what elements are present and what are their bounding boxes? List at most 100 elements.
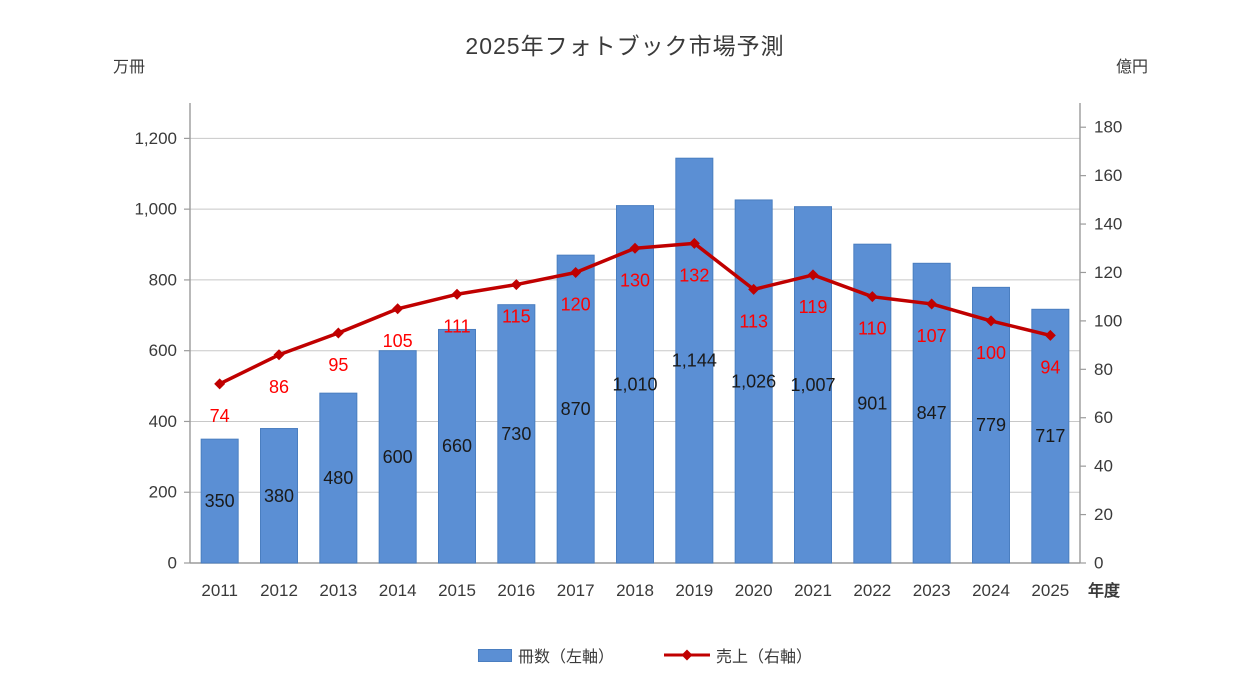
line-marker-2021 — [807, 269, 819, 281]
bar-label-2024: 779 — [976, 415, 1006, 435]
bar-2015 — [438, 328, 476, 564]
line-label-2011: 74 — [210, 406, 230, 426]
x-tick-2019: 2019 — [675, 581, 713, 600]
right-axis-tick-80: 80 — [1094, 360, 1113, 379]
line-series-label: 売上（右軸） — [716, 649, 813, 666]
line-label-2019: 132 — [679, 265, 709, 285]
right-axis-tick-0: 0 — [1094, 554, 1103, 573]
bar-label-2019: 1,144 — [672, 351, 717, 371]
x-axis-title: 年度 — [1088, 581, 1121, 600]
right-axis-tick-140: 140 — [1094, 215, 1122, 234]
line-label-2022: 110 — [858, 319, 887, 339]
line-label-2018: 130 — [620, 270, 650, 290]
left-axis-tick-600: 600 — [149, 341, 177, 360]
line-marker-2020 — [748, 283, 760, 295]
left-axis-unit-label: 万冊 — [113, 59, 146, 76]
right-axis-tick-120: 120 — [1094, 263, 1122, 282]
line-marker-2022 — [866, 291, 878, 303]
line-marker-2024 — [985, 315, 997, 327]
left-axis-tick-1200: 1,200 — [134, 129, 177, 148]
x-tick-2013: 2013 — [319, 581, 357, 600]
bar-label-2012: 380 — [264, 486, 294, 506]
line-marker-2023 — [926, 298, 938, 310]
x-tick-2015: 2015 — [438, 581, 476, 600]
bar-label-2018: 1,010 — [612, 374, 657, 394]
left-axis-tick-0: 0 — [168, 554, 177, 573]
x-tick-2018: 2018 — [616, 581, 654, 600]
bar-label-2011: 350 — [205, 491, 235, 511]
left-axis-tick-400: 400 — [149, 412, 177, 431]
line-label-2025: 94 — [1040, 357, 1060, 377]
right-axis-tick-160: 160 — [1094, 166, 1122, 185]
x-tick-2023: 2023 — [913, 581, 951, 600]
right-axis-tick-20: 20 — [1094, 505, 1113, 524]
line-marker-2025 — [1044, 329, 1056, 341]
line-label-2020: 113 — [739, 311, 768, 331]
legend: 冊数（左軸） 売上（右軸） — [477, 643, 812, 667]
chart-title: 2025年フォトブック市場予測 — [465, 33, 785, 59]
line-label-2024: 100 — [976, 343, 1006, 363]
right-axis-tick-40: 40 — [1094, 457, 1113, 476]
bar-2025 — [1031, 308, 1070, 564]
bar-series-label: 冊数（左軸） — [517, 649, 614, 666]
bar-label-2025: 717 — [1035, 426, 1065, 446]
left-axis-tick-200: 200 — [149, 483, 177, 502]
bar-2016 — [497, 304, 536, 564]
left-axis-tick-1000: 1,000 — [134, 200, 177, 219]
line-label-2013: 95 — [328, 355, 348, 375]
bar-2017 — [556, 254, 595, 564]
bar-2018 — [616, 205, 654, 564]
line-marker-2011 — [214, 378, 226, 390]
bar-2020 — [734, 199, 773, 564]
bar-2014 — [378, 350, 417, 564]
x-tick-2021: 2021 — [794, 581, 832, 600]
x-tick-2025: 2025 — [1031, 581, 1069, 600]
bar-2013 — [319, 392, 358, 564]
bar-2019 — [675, 157, 714, 564]
line-marker-2019 — [688, 237, 700, 249]
line-marker-2013 — [332, 327, 344, 339]
line-marker-2017 — [570, 266, 582, 278]
x-tick-2020: 2020 — [735, 581, 773, 600]
bar-2012 — [260, 428, 298, 564]
line-series-swatch — [664, 649, 710, 661]
bar-label-2014: 600 — [383, 447, 413, 467]
right-axis-tick-60: 60 — [1094, 408, 1113, 427]
x-tick-2014: 2014 — [379, 581, 417, 600]
bar-label-2015: 660 — [442, 436, 472, 456]
bar-2024 — [972, 286, 1010, 564]
line-marker-2014 — [392, 303, 404, 315]
line-label-2012: 86 — [269, 377, 289, 397]
bar-label-2020: 1,026 — [731, 371, 776, 391]
right-axis-unit-label: 億円 — [1116, 59, 1149, 76]
line-marker-2015 — [451, 288, 463, 300]
right-axis-tick-100: 100 — [1094, 311, 1122, 330]
bar-2011 — [200, 438, 239, 564]
line-label-2023: 107 — [917, 326, 947, 346]
bar-label-2017: 870 — [561, 399, 591, 419]
line-label-2021: 119 — [799, 297, 828, 317]
bar-series-swatch — [477, 648, 512, 662]
line-label-2016: 115 — [502, 307, 531, 327]
line-label-2014: 105 — [383, 331, 413, 351]
right-axis-tick-180: 180 — [1094, 118, 1122, 137]
x-tick-2016: 2016 — [497, 581, 535, 600]
line-marker-2018 — [629, 242, 641, 254]
line-label-2017: 120 — [561, 294, 591, 314]
line-label-2015: 111 — [443, 316, 470, 336]
bar-2021 — [794, 206, 832, 564]
x-tick-2011: 2011 — [201, 581, 238, 600]
legend-item-bars: 冊数（左軸） — [477, 643, 614, 667]
x-tick-2017: 2017 — [557, 581, 595, 600]
bar-label-2013: 480 — [323, 468, 353, 488]
x-tick-2012: 2012 — [260, 581, 298, 600]
line-marker-2016 — [510, 279, 522, 291]
bar-label-2021: 1,007 — [790, 375, 835, 395]
x-tick-2022: 2022 — [853, 581, 891, 600]
left-axis-tick-800: 800 — [149, 270, 177, 289]
bar-label-2016: 730 — [501, 424, 531, 444]
bar-label-2022: 901 — [857, 394, 887, 414]
legend-item-line: 売上（右軸） — [664, 643, 812, 667]
